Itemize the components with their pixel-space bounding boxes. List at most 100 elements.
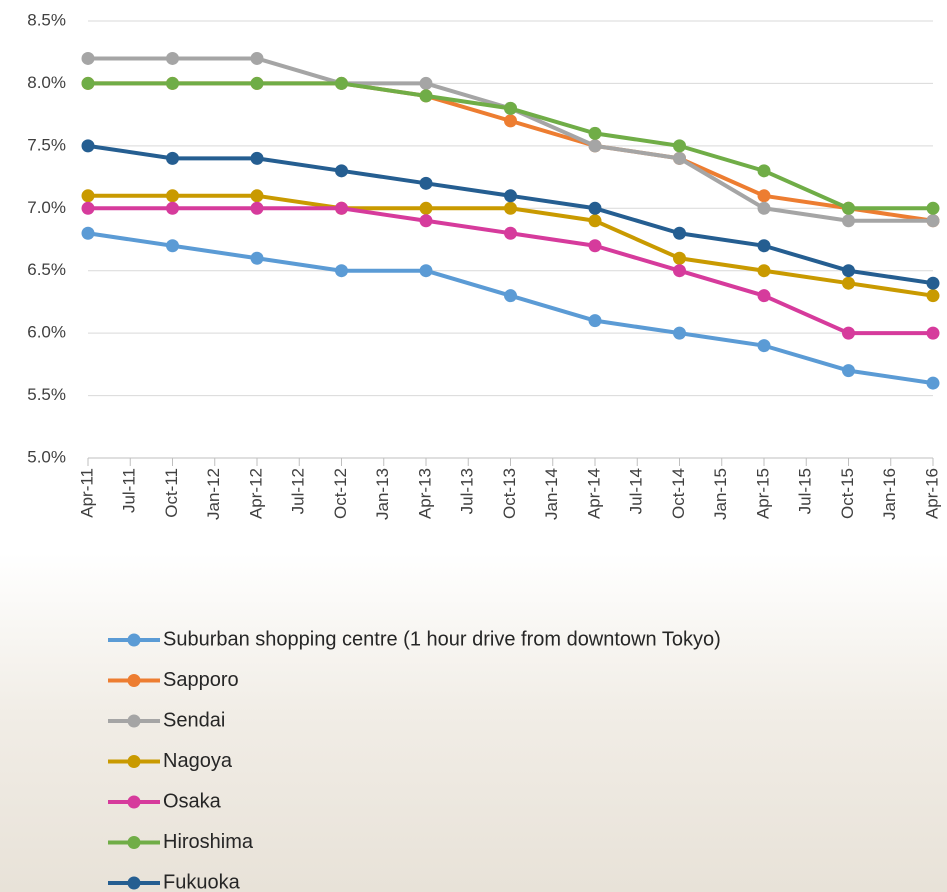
x-tick-label: Oct-14 — [669, 468, 688, 519]
data-point — [250, 76, 264, 90]
x-tick-label: Jul-13 — [458, 468, 477, 514]
data-point — [335, 76, 348, 90]
data-point — [673, 139, 686, 153]
data-point — [926, 201, 940, 215]
legend-text: Hiroshima — [163, 831, 254, 853]
data-point — [419, 264, 433, 278]
data-point — [166, 151, 179, 165]
x-tick-label: Jul-12 — [289, 468, 308, 514]
y-tick-label: 7.0% — [27, 198, 66, 217]
y-tick-label: 5.0% — [27, 447, 66, 466]
data-point — [673, 326, 686, 340]
x-tick-label: Apr-12 — [246, 468, 265, 519]
data-point — [673, 151, 686, 165]
x-tick-label: Oct-13 — [500, 468, 519, 519]
data-point — [926, 289, 940, 303]
data-point — [588, 214, 602, 228]
x-tick-label: Jul-14 — [627, 468, 646, 514]
y-tick-label: 6.5% — [27, 260, 66, 279]
x-tick-label: Oct-15 — [838, 468, 857, 519]
legend-text: Fukuoka — [163, 871, 241, 892]
data-point — [504, 201, 517, 215]
data-point — [419, 76, 433, 90]
x-tick-label: Jan-14 — [542, 468, 561, 520]
data-point — [504, 289, 517, 303]
data-point — [250, 201, 264, 215]
data-point — [419, 214, 433, 228]
x-tick-label: Apr-14 — [584, 468, 603, 519]
data-point — [842, 276, 855, 290]
data-point — [166, 189, 179, 203]
data-point — [250, 189, 264, 203]
data-point — [419, 89, 433, 103]
data-point — [588, 239, 602, 253]
x-tick-label: Jan-12 — [204, 468, 223, 520]
x-tick-label: Oct-11 — [162, 468, 181, 518]
data-point — [926, 276, 940, 290]
legend-marker — [127, 876, 141, 890]
data-point — [166, 76, 179, 90]
data-point — [588, 126, 602, 140]
data-point — [757, 339, 771, 353]
data-point — [166, 201, 179, 215]
data-point — [166, 51, 179, 65]
data-point — [504, 101, 517, 115]
data-point — [926, 326, 940, 340]
data-point — [673, 251, 686, 265]
x-tick-label: Jan-13 — [373, 468, 392, 520]
y-tick-label: 8.5% — [27, 10, 66, 29]
data-point — [588, 139, 602, 153]
data-point — [81, 76, 95, 90]
data-point — [757, 189, 771, 203]
legend-text: Sapporo — [163, 669, 239, 691]
x-tick-label: Apr-15 — [753, 468, 772, 519]
data-point — [757, 239, 771, 253]
data-point — [250, 151, 264, 165]
legend-text: Suburban shopping centre (1 hour drive f… — [163, 628, 721, 650]
x-tick-label: Jan-16 — [880, 468, 899, 520]
data-point — [757, 289, 771, 303]
data-point — [926, 376, 940, 390]
data-point — [81, 201, 95, 215]
x-tick-label: Apr-16 — [922, 468, 941, 519]
data-point — [842, 364, 855, 378]
data-point — [335, 264, 348, 278]
data-point — [673, 226, 686, 240]
data-point — [757, 264, 771, 278]
legend-marker — [127, 755, 141, 768]
legend-text: Osaka — [163, 790, 222, 812]
x-tick-label: Jul-15 — [796, 468, 815, 514]
y-tick-label: 5.5% — [27, 385, 66, 404]
x-tick-label: Apr-13 — [415, 468, 434, 519]
x-tick-label: Oct-12 — [331, 468, 350, 519]
data-point — [81, 189, 95, 203]
data-point — [588, 201, 602, 215]
data-point — [757, 201, 771, 215]
y-tick-label: 7.5% — [27, 135, 66, 154]
legend-marker — [127, 714, 141, 728]
data-point — [250, 51, 264, 65]
legend-marker — [127, 836, 141, 849]
data-point — [419, 176, 433, 190]
legend-marker — [127, 795, 141, 809]
legend-text: Nagoya — [163, 750, 233, 772]
data-point — [842, 326, 855, 340]
x-tick-label: Jan-15 — [711, 468, 730, 520]
data-point — [335, 201, 348, 215]
data-point — [81, 51, 95, 65]
data-point — [504, 189, 517, 203]
data-point — [504, 226, 517, 240]
data-point — [673, 264, 686, 278]
x-tick-label: Apr-11 — [77, 468, 96, 518]
y-tick-label: 6.0% — [27, 323, 66, 342]
data-point — [419, 201, 433, 215]
data-point — [926, 214, 940, 228]
data-point — [250, 251, 264, 265]
data-point — [166, 239, 179, 253]
data-point — [588, 314, 602, 328]
data-point — [335, 164, 348, 178]
data-point — [842, 214, 855, 228]
legend-marker — [127, 633, 141, 647]
data-point — [81, 226, 95, 240]
